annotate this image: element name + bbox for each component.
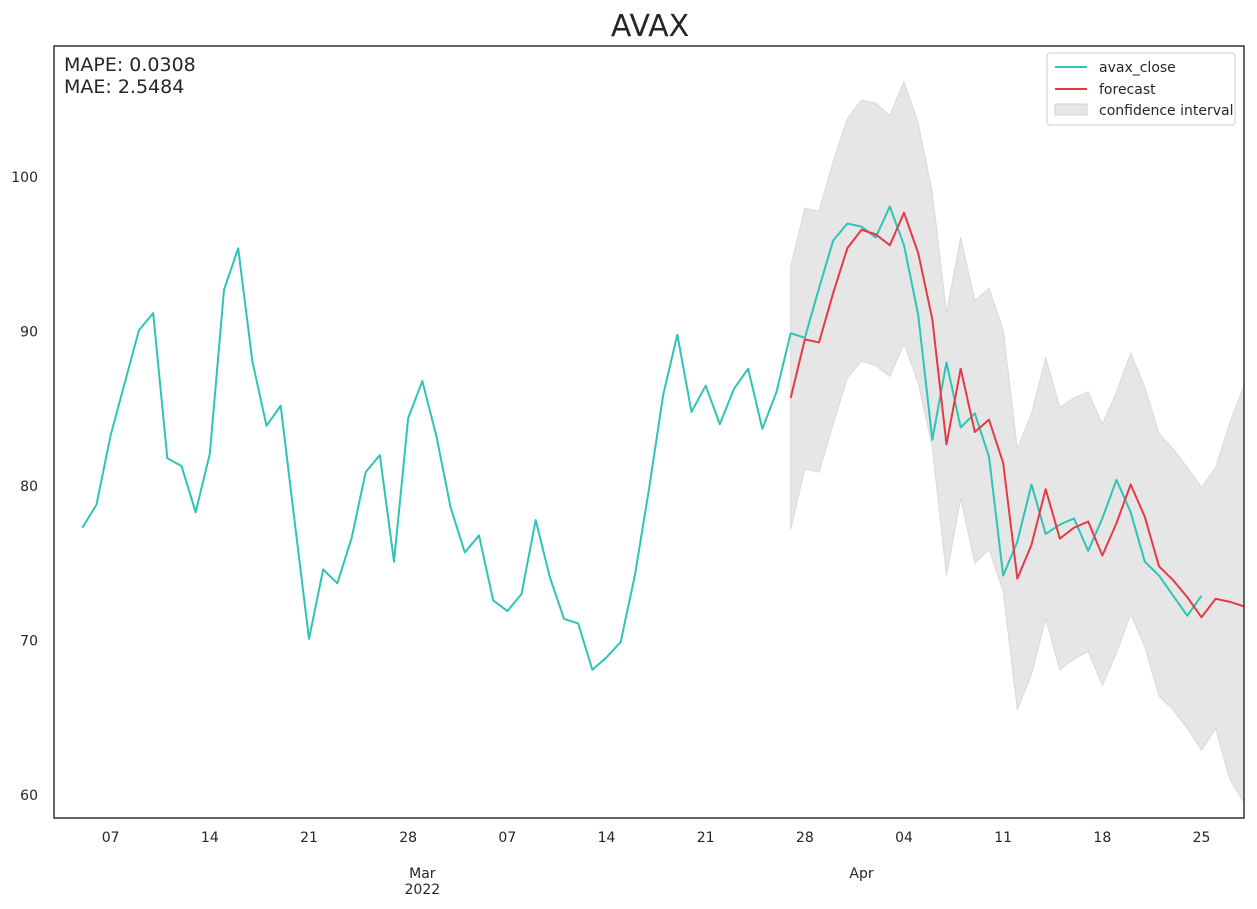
x-tick-label: 21 <box>697 830 715 846</box>
legend-swatch-confidence-interval <box>1054 103 1088 116</box>
mae-metric: MAE: 2.5484 <box>64 76 184 98</box>
y-tick-label: 90 <box>20 325 38 341</box>
y-tick-label: 100 <box>11 170 38 186</box>
x-tick-label: 11 <box>994 830 1012 846</box>
confidence-interval-band <box>790 80 1244 804</box>
chart-title: AVAX <box>611 9 689 44</box>
legend-label-confidence-interval: confidence interval <box>1099 103 1233 119</box>
x-tick-label: 07 <box>102 830 120 846</box>
x-tick-label: 07 <box>498 830 516 846</box>
legend-label-forecast: forecast <box>1099 82 1156 98</box>
series-line-forecast <box>789 211 1244 619</box>
x-tick-label: 04 <box>895 830 913 846</box>
y-tick-label: 80 <box>20 479 38 495</box>
x-tick-label: 14 <box>598 830 616 846</box>
series-line-avax-close <box>81 205 1203 671</box>
legend: avax_close forecast confidence interval <box>1046 52 1236 126</box>
x-tick-label: 14 <box>201 830 219 846</box>
plot-area <box>53 45 1245 819</box>
x-tick-label: 25 <box>1193 830 1211 846</box>
x-tick-label: 18 <box>1093 830 1111 846</box>
series-layer <box>81 205 1244 671</box>
y-axis: 60 70 80 90 100 <box>11 170 38 804</box>
x-tick-label: 28 <box>399 830 417 846</box>
y-tick-label: 70 <box>20 633 38 649</box>
x-month-label: Mar <box>409 866 436 882</box>
y-tick-label: 60 <box>20 788 38 804</box>
legend-box <box>1046 52 1236 126</box>
x-month-label: Apr <box>849 866 873 882</box>
x-tick-label: 28 <box>796 830 814 846</box>
x-year-label: 2022 <box>405 882 441 898</box>
mape-metric: MAPE: 0.0308 <box>64 54 196 76</box>
legend-label-avax-close: avax_close <box>1099 60 1176 76</box>
x-tick-label: 21 <box>300 830 318 846</box>
plot-frame <box>53 45 1245 819</box>
confidence-interval-layer <box>790 80 1244 804</box>
